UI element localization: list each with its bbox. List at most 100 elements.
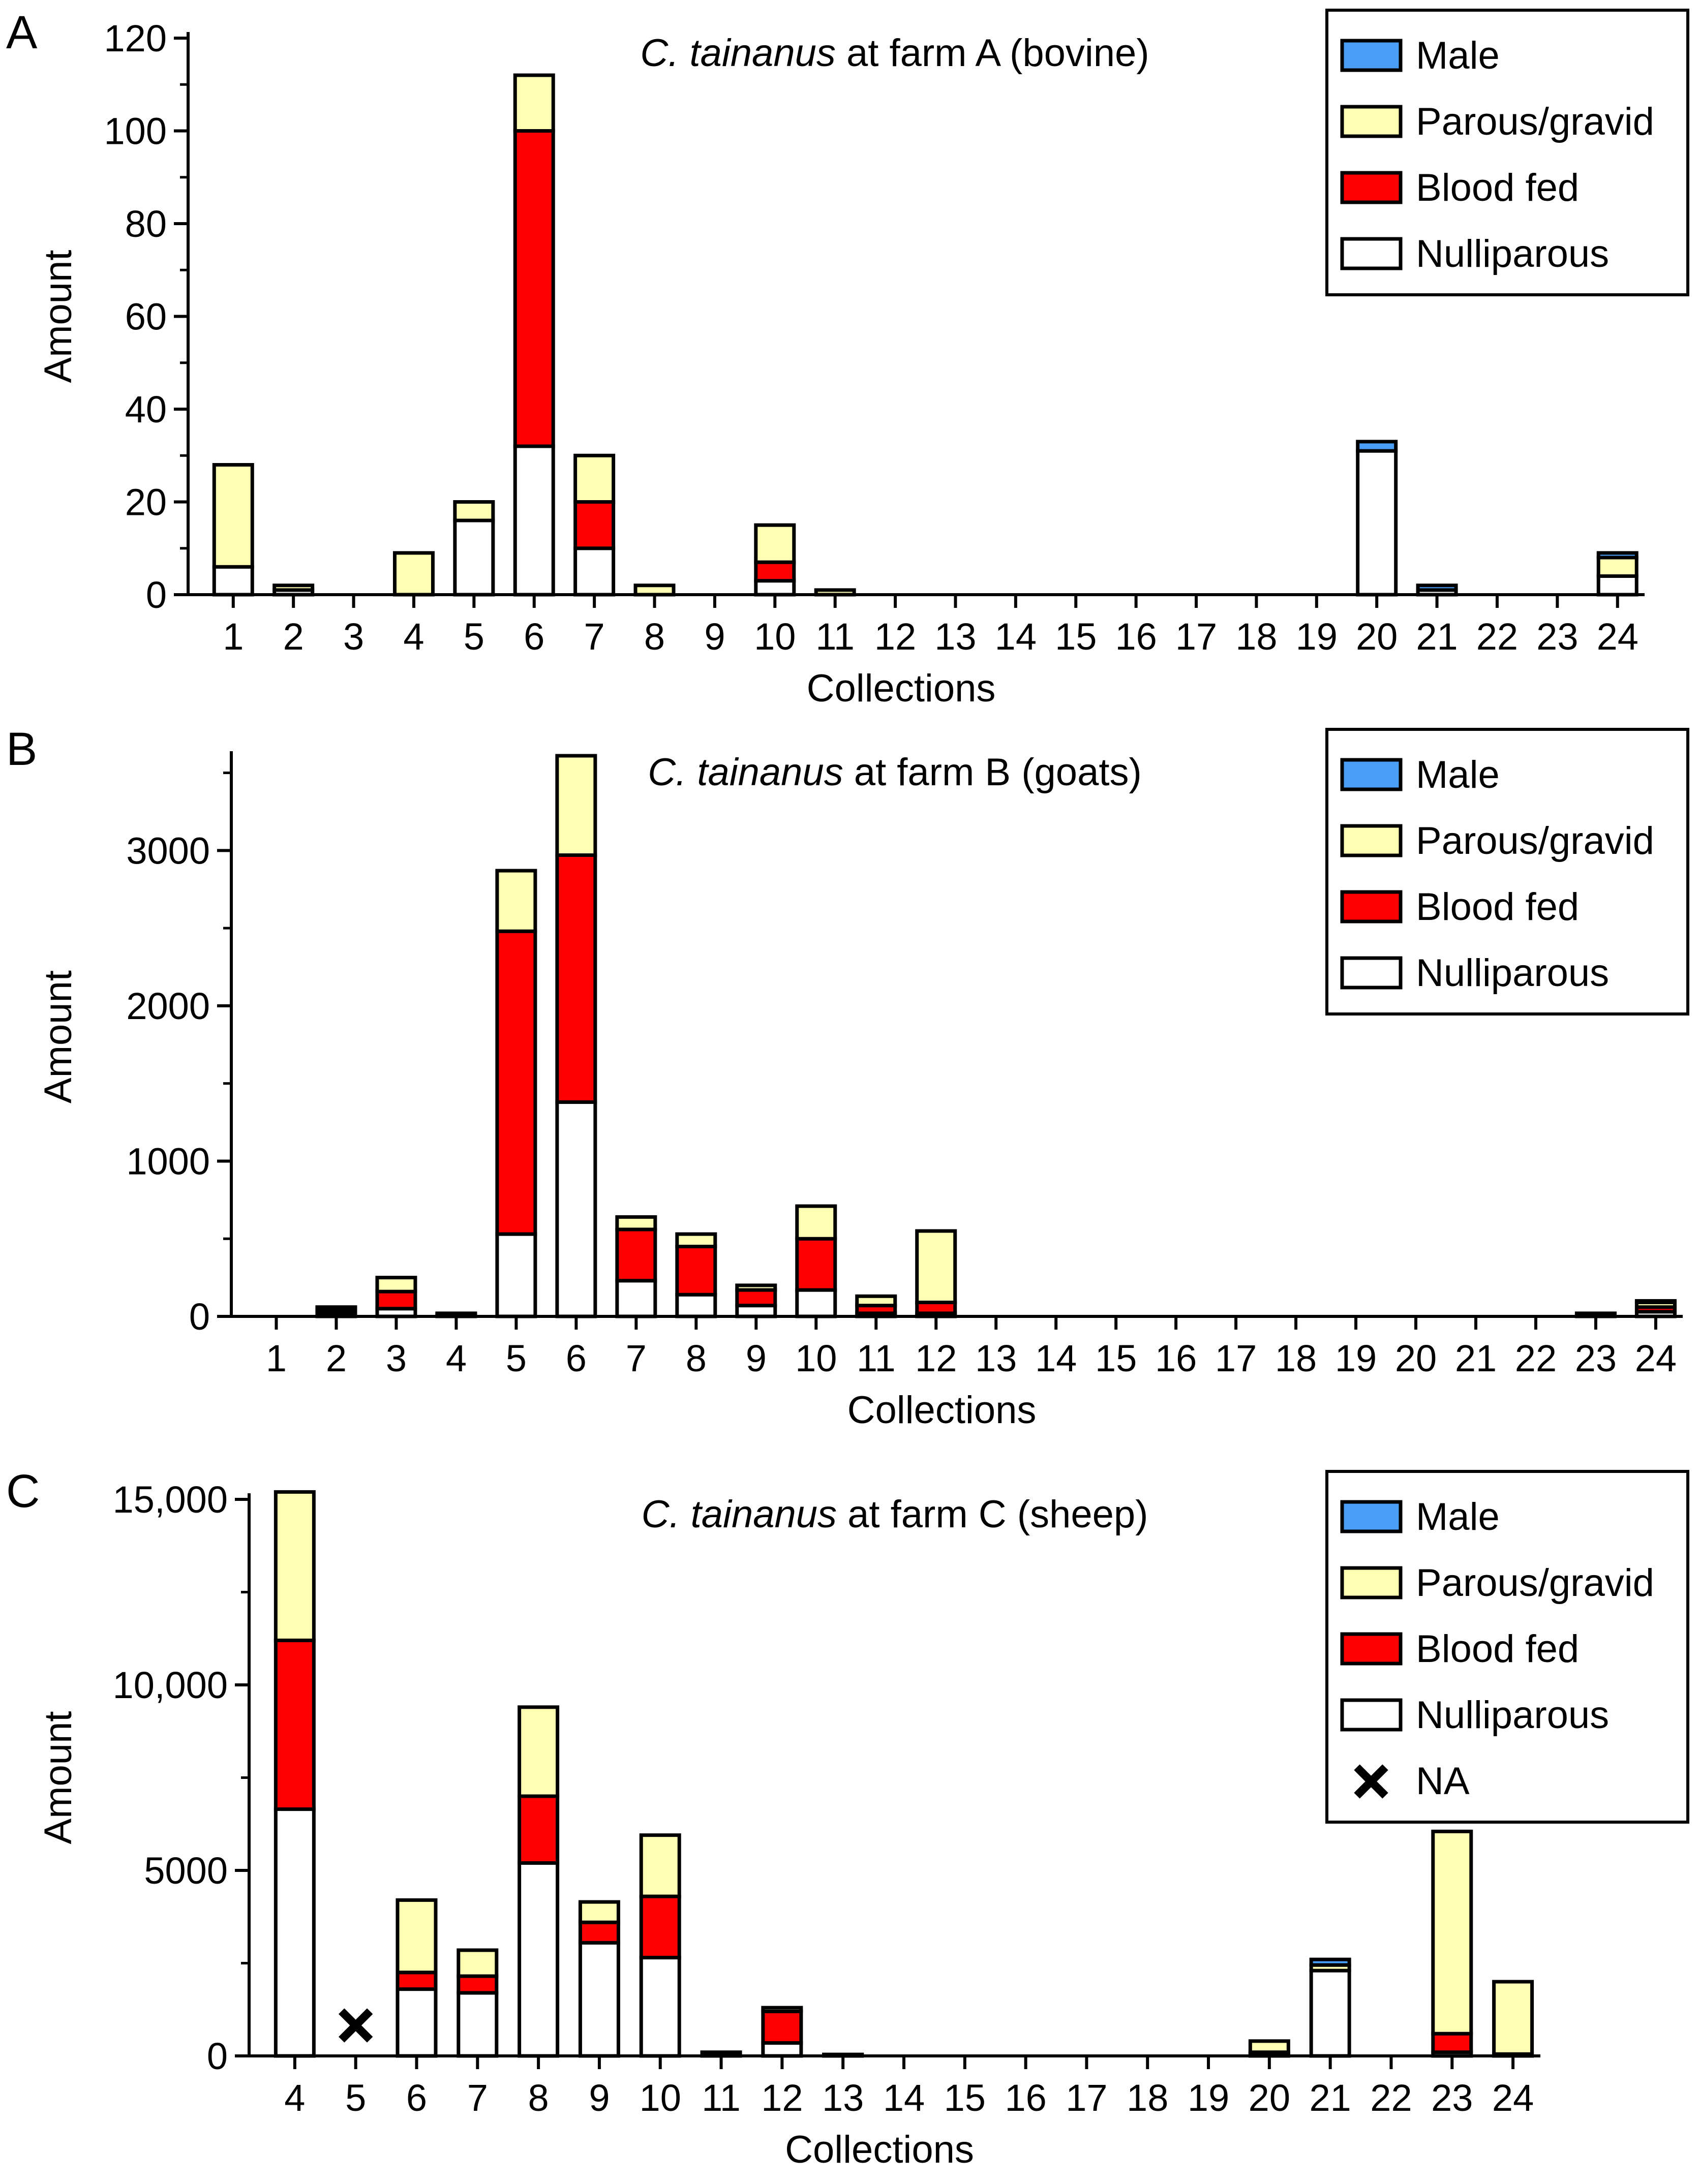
y-axis-label: Amount (37, 970, 80, 1103)
bar-parous (435, 1311, 477, 1316)
y-tick-label: 0 (189, 1296, 210, 1338)
bar-male (1596, 551, 1639, 560)
y-tick-label: 60 (125, 296, 167, 338)
x-tick-label: 16 (1155, 1337, 1197, 1379)
chart-title-species: C. tainanus (648, 751, 843, 794)
bar-blood (457, 1974, 499, 1995)
x-tick-label: 2 (283, 616, 304, 658)
bar-nulli (518, 1861, 560, 2058)
bar-parous (396, 1898, 438, 1975)
bar-nulli (675, 1293, 717, 1318)
bar-nulli (457, 1991, 499, 2058)
x-tick-label: 4 (284, 2077, 305, 2119)
y-tick-label: 3000 (126, 829, 210, 872)
x-tick-label: 15 (1055, 616, 1097, 658)
x-tick-label: 17 (1215, 1337, 1257, 1379)
bar-nulli (639, 1956, 681, 2058)
bar-parous (1596, 556, 1639, 578)
legend-label-parous: Parous/gravid (1416, 100, 1654, 143)
y-axis-label: Amount (37, 250, 80, 383)
x-tick-label: 22 (1515, 1337, 1557, 1379)
bar-parous (375, 1276, 417, 1294)
bar-parous (1248, 2039, 1290, 2054)
legend-label-nulli: Nulliparous (1416, 232, 1609, 275)
x-tick-label: 23 (1575, 1337, 1617, 1379)
bar-parous (615, 1215, 657, 1232)
bar-blood (555, 853, 597, 1104)
bar-parous (453, 500, 495, 522)
x-axis-label: Collections (847, 1389, 1037, 1432)
x-tick-label: 24 (1635, 1337, 1677, 1379)
x-tick-label: 2 (326, 1337, 347, 1379)
legend-na-icon (1354, 1764, 1388, 1799)
x-tick-label: 14 (995, 616, 1037, 658)
x-tick-label: 20 (1249, 2077, 1290, 2119)
bar-parous (735, 1283, 777, 1292)
x-tick-label: 5 (464, 616, 484, 658)
bar-male (1416, 583, 1458, 592)
bar-parous (915, 1229, 957, 1304)
bar-blood (735, 1288, 777, 1308)
bar-blood (513, 129, 555, 448)
x-tick-label: 19 (1296, 616, 1338, 658)
x-tick-label: 4 (403, 616, 424, 658)
x-tick-label: 17 (1066, 2077, 1107, 2119)
y-tick-label: 1000 (126, 1140, 210, 1182)
x-tick-label: 16 (1005, 2077, 1046, 2119)
legend-label-na: NA (1416, 1760, 1470, 1803)
x-tick-label: 7 (467, 2077, 488, 2119)
bar-parous (392, 551, 435, 597)
bar-parous (513, 73, 555, 133)
x-tick-label: 12 (874, 616, 916, 658)
legend-label-male: Male (1416, 1495, 1500, 1539)
x-tick-label: 6 (406, 2077, 427, 2119)
bar-blood (518, 1794, 560, 1865)
legend-swatch-nulli (1340, 1698, 1403, 1732)
x-tick-label: 23 (1431, 2077, 1473, 2119)
x-tick-label: 20 (1395, 1337, 1437, 1379)
x-tick-label: 21 (1455, 1337, 1497, 1379)
bar-parous (814, 588, 856, 597)
y-tick-label: 0 (146, 574, 167, 616)
x-tick-label: 1 (223, 616, 244, 658)
bar-blood (795, 1237, 837, 1292)
chart-title: C. tainanus at farm B (goats) (648, 751, 1142, 794)
x-tick-label: 4 (446, 1337, 467, 1379)
x-tick-label: 11 (702, 2077, 741, 2119)
y-axis-label: Amount (37, 1711, 80, 1844)
bar-blood (675, 1245, 717, 1297)
bar-parous (761, 2006, 803, 2013)
bar-nulli (573, 546, 616, 597)
bar-nulli (615, 1279, 657, 1318)
bar-parous (822, 2052, 864, 2057)
chart-title: C. tainanus at farm A (bovine) (640, 32, 1149, 75)
y-tick-label: 20 (125, 481, 167, 524)
x-tick-label: 15 (1095, 1337, 1137, 1379)
bar-blood (1431, 2032, 1473, 2054)
x-tick-label: 11 (815, 616, 855, 658)
x-tick-label: 3 (343, 616, 364, 658)
y-tick-label: 80 (125, 203, 167, 245)
bar-parous (272, 583, 315, 592)
legend-label-parous: Parous/gravid (1416, 819, 1654, 863)
chart-title-rest: at farm C (sheep) (837, 1493, 1148, 1536)
x-tick-label: 6 (524, 616, 544, 658)
bar-blood (375, 1289, 417, 1311)
bar-nulli (495, 1232, 537, 1318)
bar-parous (633, 583, 676, 597)
y-tick-label: 15,000 (113, 1479, 228, 1521)
panel-C: C 0 5000 10,000 15,000 Amount 4 5 6 7 8 9 10 11 12 13 14… (6, 1465, 1689, 2171)
legend-label-parous: Parous/gravid (1416, 1561, 1654, 1605)
x-tick-label: 19 (1188, 2077, 1229, 2119)
x-tick-label: 18 (1275, 1337, 1317, 1379)
x-tick-label: 8 (528, 2077, 549, 2119)
x-tick-label: 17 (1175, 616, 1217, 658)
y-tick-label: 100 (104, 110, 167, 152)
legend-label-nulli: Nulliparous (1416, 1694, 1609, 1737)
bar-nulli (555, 1100, 597, 1318)
x-tick-label: 24 (1597, 616, 1639, 658)
bar-male (1309, 1957, 1351, 1967)
bar-parous (457, 1948, 499, 1978)
